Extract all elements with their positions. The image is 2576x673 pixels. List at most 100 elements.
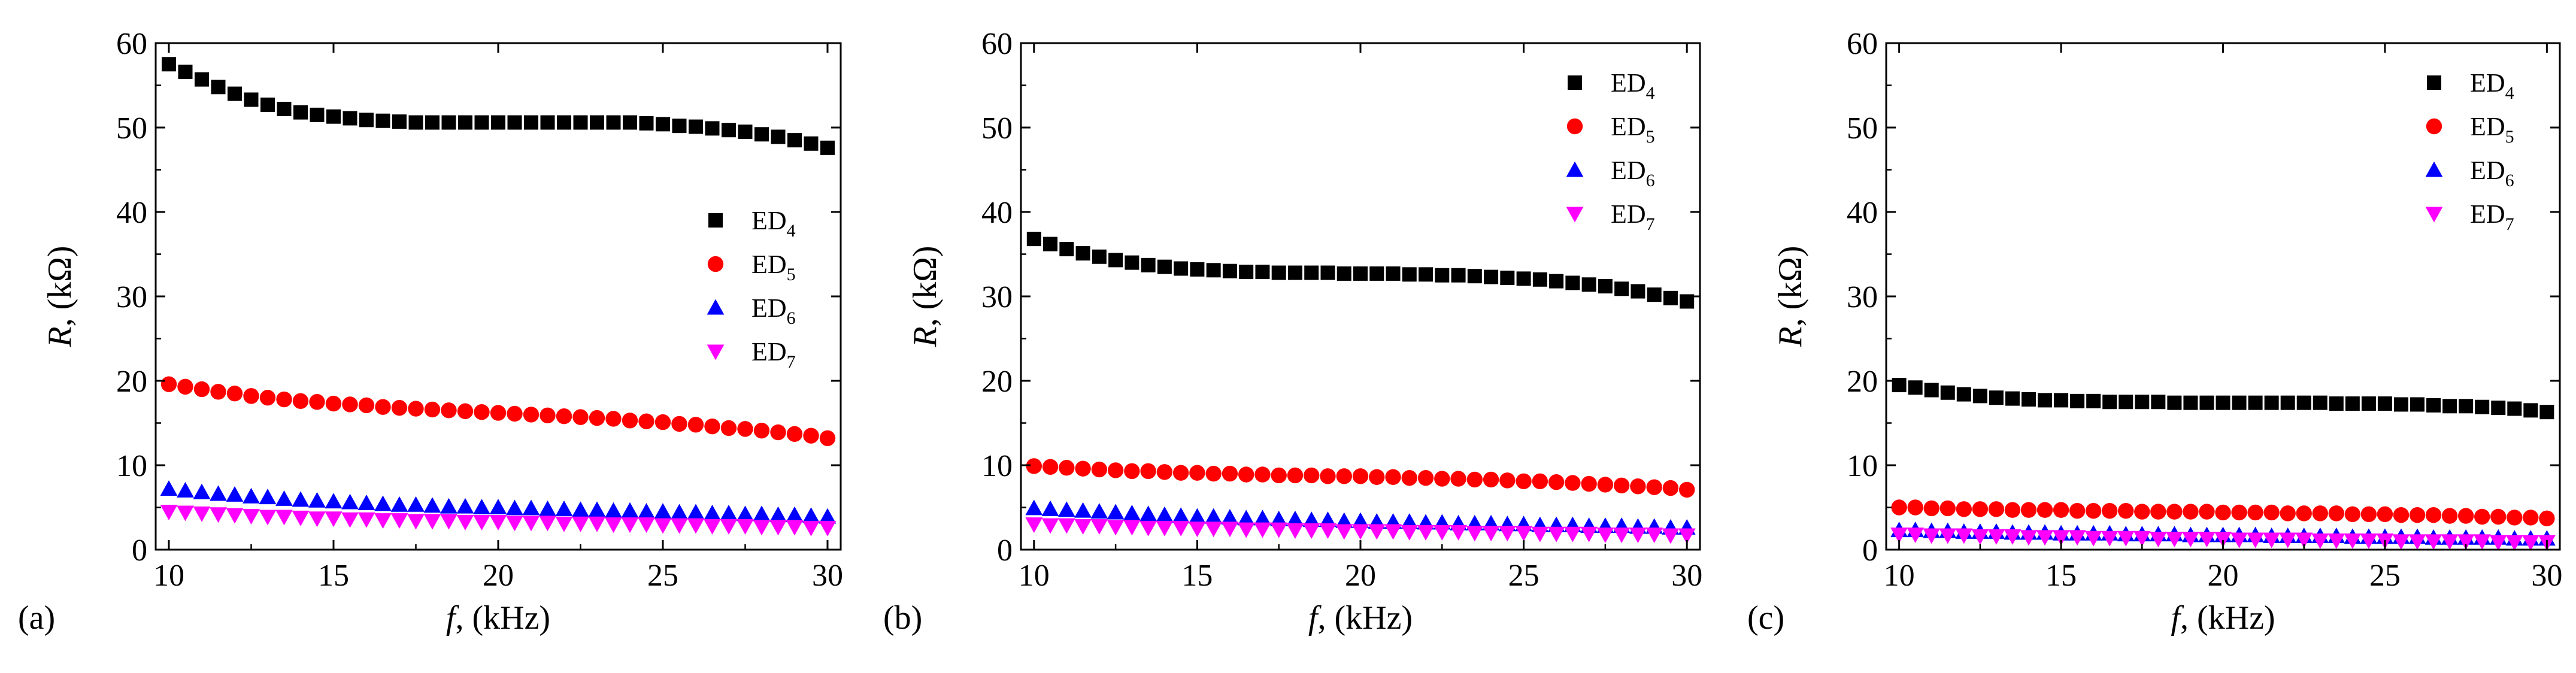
legend-marker-ED4 [708,213,723,228]
data-point-ED4-8 [293,105,308,120]
legend-label-sub: 4 [787,221,796,241]
data-point-ED6-22 [522,499,540,516]
y-axis-label-var: R [1772,326,1809,347]
data-point-ED5-14 [391,399,408,416]
data-point-ED7-25 [1433,525,1451,541]
data-point-ED6-32 [687,504,705,520]
series-ED5 [1026,458,1695,498]
data-point-ED4-28 [623,115,637,130]
legend-marker-ED4 [2427,75,2441,90]
data-point-ED7-29 [1498,526,1516,542]
legend-label-sub: 6 [787,308,796,328]
data-point-ED7-9 [308,511,326,528]
data-point-ED7-22 [1384,524,1402,540]
data-point-ED4-2 [195,72,209,87]
data-point-ED7-14 [390,513,408,529]
data-point-ED6-14 [390,496,408,512]
y-tick-label: 40 [116,196,147,230]
data-point-ED7-35 [2457,534,2475,550]
x-tick-label: 10 [1019,559,1050,593]
legend-label-name: ED [1611,112,1646,141]
data-point-ED7-1 [1907,528,1925,544]
data-point-ED7-39 [802,520,820,536]
legend-label-sub: 7 [1646,214,1655,234]
y-tick-label: 50 [981,111,1013,145]
x-tick-label: 20 [483,559,514,593]
data-point-ED7-24 [2279,532,2297,548]
x-tick-label: 25 [2369,559,2401,593]
data-point-ED5-15 [408,401,424,417]
data-point-ED5-31 [671,416,687,432]
data-point-ED6-3 [1074,502,1092,518]
y-tick-label: 30 [116,280,147,314]
data-point-ED4-20 [491,115,505,130]
data-point-ED4-25 [2296,395,2311,410]
data-point-ED4-1 [1908,380,1923,395]
data-point-ED4-18 [1320,265,1335,280]
data-point-ED4-14 [1255,265,1270,280]
data-point-ED6-39 [802,507,820,523]
data-point-ED7-39 [2522,535,2539,551]
data-point-ED5-20 [1352,468,1369,484]
data-point-ED6-6 [1123,504,1141,520]
data-point-ED5-38 [2507,510,2523,526]
data-point-ED6-8 [1156,506,1174,522]
data-point-ED4-40 [820,140,835,155]
data-point-ED4-21 [507,115,522,130]
data-point-ED5-20 [490,405,507,421]
data-point-ED4-19 [2199,395,2214,410]
data-point-ED7-12 [1221,522,1239,538]
data-point-ED5-10 [325,395,342,412]
data-point-ED7-21 [2230,532,2248,548]
data-point-ED5-40 [819,430,836,447]
data-point-ED5-32 [2409,507,2426,523]
data-point-ED7-13 [2101,530,2119,547]
data-point-ED5-23 [540,407,556,424]
data-point-ED4-9 [310,107,325,122]
data-point-ED7-7 [275,510,293,526]
data-point-ED6-6 [259,489,277,505]
legend-label-name: ED [751,293,787,323]
data-point-ED4-12 [2086,393,2101,408]
data-point-ED6-11 [341,493,359,510]
legend-label-ED5: ED5 [751,250,796,284]
data-point-ED5-21 [2231,504,2247,521]
data-point-ED4-4 [1956,387,1971,402]
data-point-ED7-40 [1678,528,1696,544]
series-ED7 [160,505,837,536]
data-point-ED5-5 [243,388,259,404]
data-point-ED7-31 [1531,526,1549,542]
y-tick-label: 30 [1847,280,1878,314]
data-point-ED4-39 [2523,403,2538,418]
legend-label-name: ED [1611,199,1646,229]
data-point-ED7-37 [2489,535,2507,551]
legend-label-name: ED [751,250,787,279]
data-point-ED4-29 [639,116,654,131]
legend-label-sub: 6 [1646,171,1655,190]
data-point-ED5-32 [687,417,704,433]
x-tick-label: 30 [2531,559,2562,593]
data-point-ED6-9 [308,492,326,508]
legend-label-sub: 5 [1646,127,1655,147]
y-tick-label: 40 [1847,196,1878,230]
data-point-ED5-29 [2360,506,2377,522]
data-point-ED5-3 [1939,500,1956,517]
data-point-ED5-26 [589,410,605,426]
data-point-ED7-19 [473,514,490,530]
data-point-ED7-21 [506,516,523,532]
data-point-ED4-17 [1304,265,1319,280]
data-point-ED5-38 [1646,479,1662,495]
data-point-ED5-34 [2441,508,2458,524]
data-point-ED5-35 [737,421,753,437]
data-point-ED7-38 [786,520,804,536]
y-tick-label: 60 [116,27,147,61]
legend-label-ED4: ED4 [751,206,796,241]
data-point-ED7-15 [2133,530,2151,547]
legend-label-name: ED [751,206,787,235]
data-point-ED5-31 [1532,473,1548,489]
data-point-ED4-6 [1125,255,1139,270]
data-point-ED4-12 [359,113,374,128]
data-point-ED5-6 [1124,463,1140,480]
data-point-ED7-40 [819,520,837,536]
